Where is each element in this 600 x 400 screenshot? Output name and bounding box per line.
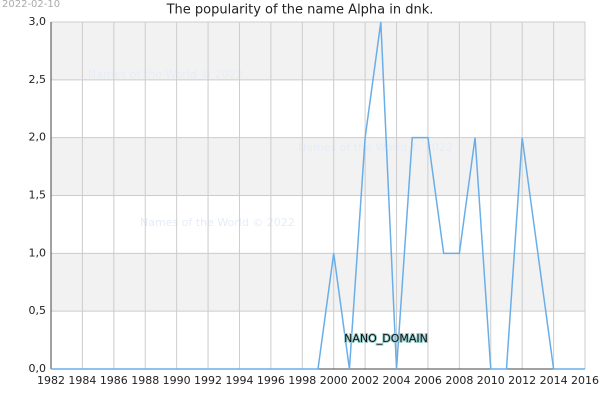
y-tick-label: 1,0 xyxy=(29,246,47,259)
chart-title: The popularity of the name Alpha in dnk. xyxy=(166,3,434,18)
x-tick-label: 2012 xyxy=(508,374,536,387)
x-tick-label: 1982 xyxy=(37,374,65,387)
line xyxy=(51,21,585,370)
y-tick-label: 2,0 xyxy=(29,131,47,144)
domain-label: NANO_DOMAIN xyxy=(344,332,428,345)
y-tick-label: 2,5 xyxy=(29,73,47,86)
watermark: Names of the World © 2022 xyxy=(88,68,243,81)
x-tick-label: 1984 xyxy=(68,374,96,387)
x-tick-label: 2010 xyxy=(477,374,505,387)
date: 2022-02-10 xyxy=(2,0,60,10)
x-tick-label: 1996 xyxy=(257,374,285,387)
x-tick-label: 1992 xyxy=(194,374,222,387)
band xyxy=(51,22,585,80)
x-tick-label: 2014 xyxy=(540,374,568,387)
y-tick-label: 3,0 xyxy=(29,15,47,28)
x-tick-label: 2016 xyxy=(571,374,599,387)
x-tick-label: 1998 xyxy=(288,374,316,387)
y-tick-label: 0,5 xyxy=(29,304,47,317)
x-tick-label: 1986 xyxy=(100,374,128,387)
x-tick-label: 1990 xyxy=(163,374,191,387)
x-tick-label: 1988 xyxy=(131,374,159,387)
x-tick-label: 2000 xyxy=(320,374,348,387)
y-tick-label: 1,5 xyxy=(29,189,47,202)
x-tick-label: 2008 xyxy=(445,374,473,387)
watermark: Names of the World © 2022 xyxy=(298,141,453,154)
y-tick-label: 0,0 xyxy=(29,362,47,375)
watermark: Names of the World © 2022 xyxy=(140,216,295,229)
band xyxy=(51,253,585,312)
x-tick-label: 1994 xyxy=(225,374,253,387)
x-tick-label: 2002 xyxy=(351,374,379,387)
x-tick-label: 2006 xyxy=(414,374,442,387)
band xyxy=(51,137,585,196)
bands xyxy=(51,22,585,312)
x-tick-label: 2004 xyxy=(383,374,411,387)
